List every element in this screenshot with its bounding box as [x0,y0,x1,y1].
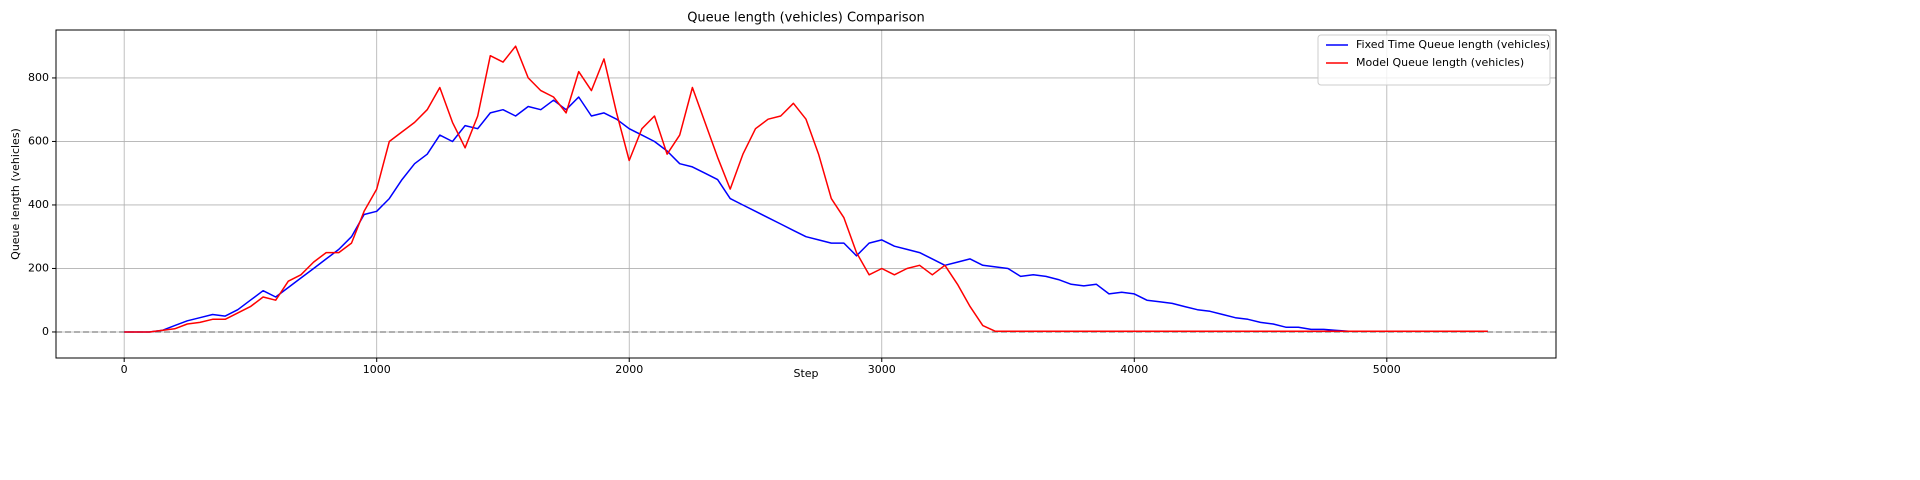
y-axis-label: Queue length (vehicles) [9,128,22,260]
x-axis-label: Step [793,367,818,380]
legend-label: Model Queue length (vehicles) [1356,56,1524,69]
legend-label: Fixed Time Queue length (vehicles) [1356,38,1550,51]
x-tick-label: 1000 [363,363,391,376]
x-tick-label: 3000 [868,363,896,376]
legend-box [1317,34,1551,86]
plot-frame [55,29,1557,359]
y-tick-label: 200 [28,261,49,274]
y-tick-label: 400 [28,198,49,211]
y-tick-label: 600 [28,134,49,147]
series-line [124,96,1488,333]
chart-title: Queue length (vehicles) Comparison [687,11,925,26]
y-tick-label: 800 [28,71,49,84]
series-line [124,45,1488,333]
y-tick-label: 0 [42,325,49,338]
x-tick-label: 2000 [615,363,643,376]
x-tick-label: 0 [121,363,128,376]
x-tick-label: 5000 [1373,363,1401,376]
x-tick-label: 4000 [1120,363,1148,376]
